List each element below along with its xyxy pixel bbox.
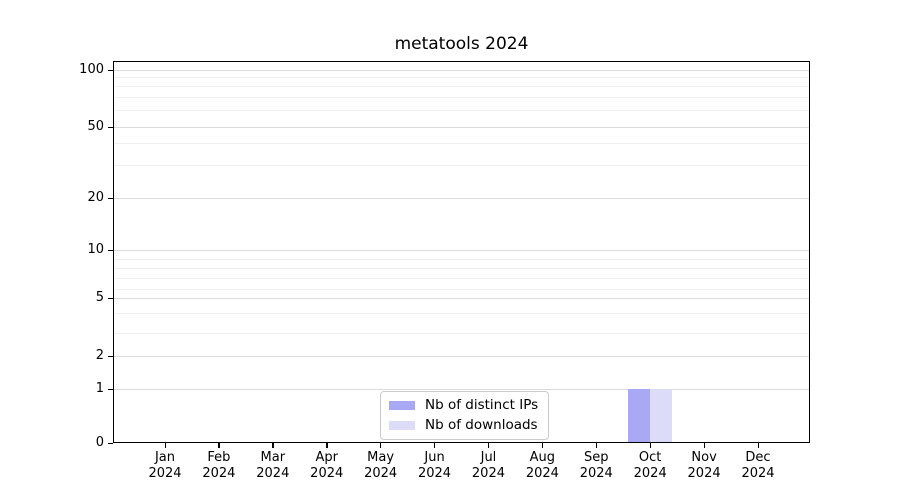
x-tick-label-aug: Aug 2024 <box>508 450 576 482</box>
x-tick-year: 2024 <box>256 466 290 481</box>
x-tick-mark <box>487 443 490 448</box>
legend-label: Nb of downloads <box>425 417 538 433</box>
y-tick-label: 2 <box>95 348 104 363</box>
gridline-major-100 <box>113 70 810 71</box>
x-tick-mark <box>380 443 382 448</box>
gridline-major-5 <box>113 298 810 299</box>
x-tick-mark <box>326 443 328 448</box>
x-tick-label-apr: Apr 2024 <box>293 450 361 482</box>
x-tick-month: Oct <box>638 450 662 465</box>
y-tick-label: 1 <box>95 381 104 396</box>
gridline-minor-90 <box>113 77 810 78</box>
gridline-major-1 <box>113 389 810 390</box>
x-tick-month: Jun <box>424 450 445 465</box>
chart-title: metatools 2024 <box>394 34 529 54</box>
y-tick-label: 50 <box>87 119 104 134</box>
plot-area: Nb of distinct IPs Nb of downloads <box>113 61 810 443</box>
x-tick-year: 2024 <box>579 466 613 481</box>
x-tick-month: Apr <box>315 450 338 465</box>
gridline-minor-3 <box>113 333 810 334</box>
bar-nb-of-downloads-oct <box>650 389 673 443</box>
x-tick-mark <box>649 443 651 448</box>
x-tick-year: 2024 <box>364 466 398 481</box>
x-tick-mark <box>218 443 220 448</box>
y-tick-mark <box>108 249 113 251</box>
gridline-minor-30 <box>113 165 810 166</box>
x-tick-month: Aug <box>529 450 556 465</box>
x-tick-month: Jan <box>154 450 176 465</box>
x-tick-label-mar: Mar 2024 <box>239 450 307 482</box>
x-tick-year: 2024 <box>417 466 452 481</box>
x-tick-year: 2024 <box>310 466 344 481</box>
x-tick-label-dec: Dec 2024 <box>724 450 792 482</box>
gridline-minor-80 <box>113 86 810 87</box>
x-tick-label-may: May 2024 <box>347 450 415 482</box>
legend-label: Nb of distinct IPs <box>425 397 539 413</box>
y-tick-label: 5 <box>95 290 104 305</box>
x-tick-month: Nov <box>691 450 717 465</box>
x-tick-mark <box>595 443 598 448</box>
bar-nb-of-distinct-ips-oct <box>628 389 651 443</box>
y-tick-mark <box>108 442 113 444</box>
x-tick-year: 2024 <box>471 466 505 481</box>
x-tick-month: Feb <box>207 450 231 465</box>
x-tick-label-feb: Feb 2024 <box>185 450 253 482</box>
x-tick-year: 2024 <box>687 466 721 481</box>
y-tick-mark <box>108 69 113 71</box>
legend-item: Nb of distinct IPs <box>389 398 538 413</box>
x-tick-month: Sep <box>584 450 609 465</box>
y-tick-mark <box>108 126 113 128</box>
y-tick-label: 20 <box>87 190 104 205</box>
gridline-major-20 <box>113 198 810 199</box>
legend-swatch-icon <box>389 421 415 430</box>
x-tick-label-sep: Sep 2024 <box>562 450 630 482</box>
x-tick-label-oct: Oct 2024 <box>616 450 684 482</box>
gridline-minor-40 <box>113 143 810 144</box>
x-tick-label-jan: Jan 2024 <box>131 450 199 482</box>
gridline-minor-8 <box>113 268 810 269</box>
x-tick-month: Jul <box>480 450 497 465</box>
y-tick-label: 0 <box>95 435 104 450</box>
gridline-minor-70 <box>113 97 810 98</box>
y-tick-mark <box>108 297 113 299</box>
x-tick-year: 2024 <box>633 466 667 481</box>
y-tick-label: 10 <box>87 242 104 257</box>
x-tick-year: 2024 <box>525 466 559 481</box>
gridline-minor-60 <box>113 110 810 111</box>
x-tick-mark <box>434 443 436 448</box>
y-tick-mark <box>108 197 113 199</box>
gridline-major-50 <box>113 127 810 128</box>
x-tick-year: 2024 <box>741 466 775 481</box>
y-tick-mark <box>108 388 113 390</box>
x-tick-label-nov: Nov 2024 <box>670 450 738 482</box>
x-tick-label-jun: Jun 2024 <box>401 450 469 482</box>
x-tick-month: Mar <box>260 450 286 465</box>
x-tick-label-jul: Jul 2024 <box>454 450 522 482</box>
gridline-minor-6 <box>113 289 810 290</box>
x-tick-month: Dec <box>745 450 771 465</box>
x-tick-year: 2024 <box>202 466 236 481</box>
gridline-minor-4 <box>113 313 810 314</box>
gridline-major-10 <box>113 250 810 251</box>
x-tick-year: 2024 <box>148 466 182 481</box>
x-tick-mark <box>541 443 544 448</box>
x-tick-mark <box>703 443 705 448</box>
gridline-major-2 <box>113 356 810 357</box>
legend-item: Nb of downloads <box>389 418 538 433</box>
x-tick-mark <box>272 443 274 448</box>
gridline-minor-7 <box>113 278 810 279</box>
gridline-minor-9 <box>113 259 810 260</box>
legend: Nb of distinct IPs Nb of downloads <box>380 391 550 440</box>
y-tick-label: 100 <box>79 62 104 77</box>
x-tick-mark <box>757 443 759 448</box>
y-tick-mark <box>108 355 113 357</box>
legend-swatch-icon <box>389 401 415 410</box>
x-tick-month: May <box>367 450 395 465</box>
x-tick-mark <box>164 443 166 448</box>
